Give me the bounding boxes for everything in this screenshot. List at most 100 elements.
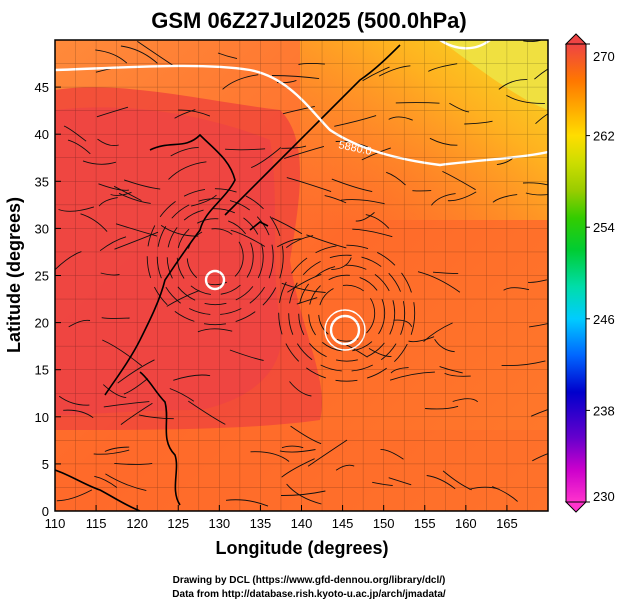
cyclone-streamline (318, 284, 376, 342)
streamline (449, 102, 470, 113)
colorbar-top-arrow (564, 33, 588, 45)
streamline (103, 401, 150, 408)
x-tick-label: 150 (373, 516, 395, 531)
streamline (190, 194, 217, 207)
cyclone-streamline (278, 244, 416, 382)
streamline (222, 74, 259, 90)
streamline (429, 137, 458, 146)
borneo-coastline (55, 469, 141, 511)
streamline (380, 449, 404, 460)
streamline (197, 328, 233, 333)
streamline (525, 192, 548, 196)
streamline (503, 287, 530, 291)
colorbar-tick-label: 246 (593, 312, 615, 327)
streamline (137, 41, 174, 66)
map-plot-area: 5880.0 (55, 40, 548, 511)
streamline (67, 139, 91, 155)
streamline (99, 236, 127, 252)
streamline (281, 445, 304, 449)
x-tick-label: 130 (208, 516, 230, 531)
credit-drawing: Drawing by DCL (https://www.gfd-dennou.o… (173, 575, 446, 586)
coastlines (55, 44, 401, 511)
streamline (114, 231, 159, 250)
cyclone-streamline (176, 218, 254, 296)
streamline (170, 147, 199, 157)
y-tick-label: 25 (35, 269, 49, 284)
x-tick-label: 155 (414, 516, 436, 531)
streamline (352, 228, 393, 238)
streamline (280, 490, 326, 496)
x-axis-label: Longitude (degrees) (215, 538, 388, 558)
x-tick-label: 140 (291, 516, 313, 531)
streamline (102, 384, 127, 399)
streamline (289, 381, 312, 397)
streamline (408, 336, 435, 343)
streamline (281, 458, 315, 478)
grid (55, 40, 548, 511)
y-tick-label: 30 (35, 221, 49, 236)
streamline (104, 446, 130, 452)
y-tick-label: 5 (42, 457, 49, 472)
streamline (389, 371, 435, 381)
colorbar-tick-label: 238 (593, 403, 615, 418)
streamline (138, 414, 174, 420)
streamline (117, 359, 155, 384)
streamline (531, 409, 548, 417)
streamline (115, 223, 158, 237)
y-tick-label: 20 (35, 316, 49, 331)
contour-5880 (55, 64, 548, 167)
cold-pocket-ne (440, 40, 548, 110)
streamline (362, 66, 390, 82)
streamline (169, 388, 195, 402)
tropical-band (55, 430, 548, 511)
streamline (492, 486, 518, 502)
streamline (307, 439, 348, 467)
streamline (290, 425, 322, 445)
streamline (123, 179, 161, 190)
streamline (96, 106, 129, 118)
x-tick-label: 165 (496, 516, 518, 531)
streamline (434, 338, 455, 353)
streamline (229, 349, 264, 361)
streamline (431, 193, 456, 206)
streamline (82, 160, 117, 165)
streamline (286, 483, 322, 505)
x-tick-label: 110 (45, 516, 66, 531)
streamline (426, 475, 456, 490)
cyclone-streamline (288, 254, 406, 372)
streamline (94, 475, 118, 488)
streamline (98, 183, 129, 191)
typhoon-contour-east-outer (324, 309, 366, 351)
streamline (340, 199, 385, 205)
x-tick-label: 115 (86, 516, 107, 531)
contour-ne (439, 40, 491, 50)
y-tick-label: 0 (42, 504, 49, 519)
x-tick-label: 125 (167, 516, 189, 531)
streamline (388, 116, 413, 121)
streamline (334, 115, 377, 127)
cyclone-streamline (156, 198, 274, 316)
streamline (58, 395, 90, 406)
typhoon-contour-west (204, 269, 226, 291)
colorbar-ticks: 230 238 246 254 262 270 (586, 43, 615, 504)
streamline (105, 473, 147, 492)
streamline (98, 197, 118, 207)
geopotential-contour (55, 40, 548, 351)
colorbar-tick-label: 230 (593, 489, 615, 504)
streamline (335, 464, 355, 471)
streamline (271, 217, 303, 235)
x-axis-ticks: 110 115 120 125 130 135 140 145 150 155 160 165 (45, 505, 518, 531)
streamline (452, 398, 478, 403)
streamline (535, 113, 548, 125)
streamline (532, 453, 548, 462)
streamline (522, 182, 548, 186)
streamline (355, 212, 375, 222)
colorbar-scale (565, 43, 587, 503)
streamline (501, 360, 546, 367)
streamline (324, 195, 347, 204)
streamline (368, 348, 392, 357)
streamline (271, 75, 320, 80)
streamline (372, 481, 393, 486)
plot-title: GSM 06Z27Jul2025 (500.0hPa) (151, 8, 467, 33)
streamline (276, 238, 302, 248)
